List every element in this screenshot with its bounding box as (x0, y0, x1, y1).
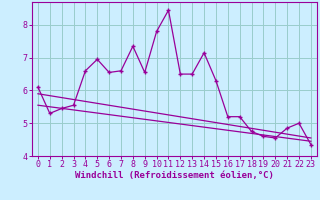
X-axis label: Windchill (Refroidissement éolien,°C): Windchill (Refroidissement éolien,°C) (75, 171, 274, 180)
